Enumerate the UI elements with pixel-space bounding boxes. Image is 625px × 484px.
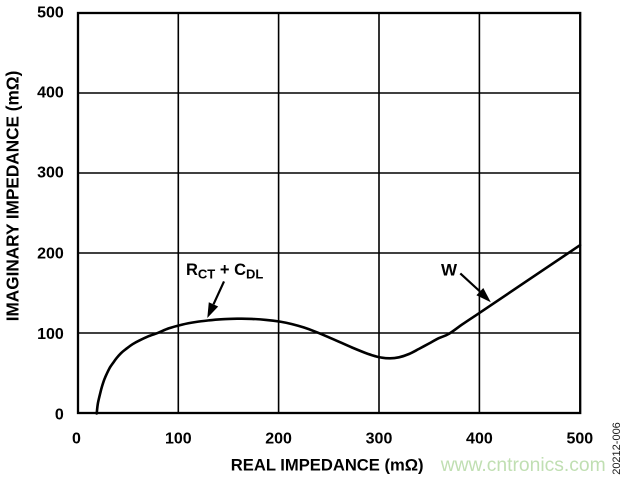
svg-text:200: 200 <box>37 245 64 262</box>
svg-text:RCT + CDL: RCT + CDL <box>186 261 263 281</box>
svg-text:0: 0 <box>72 430 81 447</box>
svg-text:W: W <box>441 261 458 280</box>
svg-text:500: 500 <box>566 430 593 447</box>
svg-text:0: 0 <box>55 407 64 424</box>
svg-text:300: 300 <box>37 165 64 182</box>
svg-text:500: 500 <box>37 4 64 21</box>
svg-text:www.cntronics.com: www.cntronics.com <box>440 455 606 476</box>
svg-text:REAL IMPEDANCE (mΩ): REAL IMPEDANCE (mΩ) <box>231 455 424 474</box>
svg-text:200: 200 <box>265 430 292 447</box>
svg-text:100: 100 <box>165 430 192 447</box>
svg-text:100: 100 <box>37 326 64 343</box>
svg-text:IMAGINARY IMPEDANCE (mΩ): IMAGINARY IMPEDANCE (mΩ) <box>2 71 22 322</box>
svg-text:400: 400 <box>466 430 493 447</box>
svg-text:20212-006: 20212-006 <box>611 422 623 475</box>
svg-text:300: 300 <box>366 430 393 447</box>
svg-text:400: 400 <box>37 85 64 102</box>
